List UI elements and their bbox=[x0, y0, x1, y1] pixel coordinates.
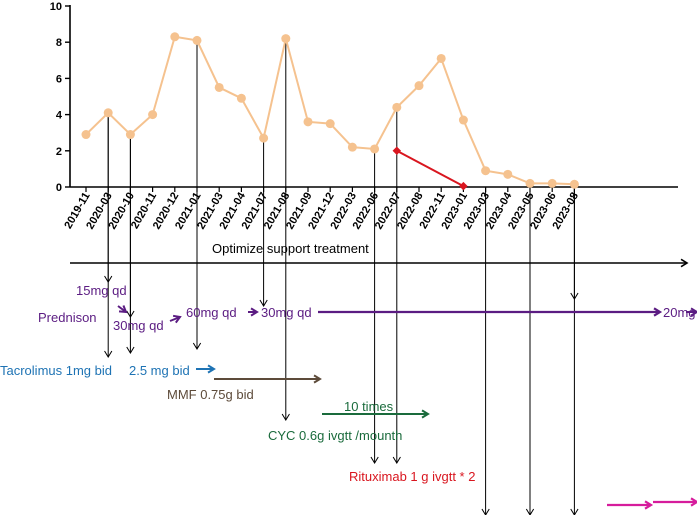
magenta-arrow-a bbox=[607, 500, 654, 510]
data-point bbox=[436, 53, 446, 63]
timeline-arrow-5-head bbox=[259, 299, 268, 307]
data-point bbox=[259, 133, 269, 143]
prednison-label: Prednison bbox=[38, 310, 97, 325]
cyc-arrow-head bbox=[421, 409, 430, 419]
data-point bbox=[192, 35, 202, 45]
support-label: Optimize support treatment bbox=[212, 241, 369, 256]
prednison-30mg-label-a: 30mg qd bbox=[113, 318, 164, 333]
cyc-arrow bbox=[322, 409, 430, 419]
cyc-label: CYC 0.6g ivgtt /mounth bbox=[268, 428, 402, 443]
data-point bbox=[347, 142, 357, 152]
timeline-arrow-8 bbox=[392, 107, 401, 464]
pred-end-arrow bbox=[686, 307, 697, 317]
magenta-arrow-b-head bbox=[690, 497, 697, 507]
data-point bbox=[370, 144, 380, 154]
cyc-times-label: 10 times bbox=[344, 399, 394, 414]
support-arrow-head bbox=[680, 258, 689, 268]
timeline-arrow-6 bbox=[281, 38, 290, 421]
series-path bbox=[85, 35, 575, 186]
data-point bbox=[392, 102, 402, 112]
timeline-arrow-1 bbox=[104, 112, 113, 358]
data-point bbox=[414, 81, 424, 91]
timeline-arrow-5 bbox=[259, 138, 268, 307]
data-point bbox=[325, 119, 335, 129]
pred-end-arrow-head bbox=[690, 307, 697, 317]
chart-axes: 02468102019-112020-032020-102020-112020-… bbox=[50, 1, 678, 231]
timeline-arrow-3 bbox=[126, 134, 135, 354]
timeline-arrow-7 bbox=[370, 148, 379, 464]
prednison-15mg-label: 15mg qd bbox=[76, 283, 127, 298]
data-point bbox=[148, 110, 158, 120]
timeline-arrow-12 bbox=[570, 187, 579, 515]
prednison-30mg-label-b: 30mg qd bbox=[261, 305, 312, 320]
pred-main-arrow-head bbox=[653, 307, 663, 317]
prednison-20mg-label: 20mg bbox=[663, 305, 696, 320]
data-point bbox=[303, 117, 313, 127]
red-marker bbox=[392, 146, 402, 156]
timeline-arrow-1-head bbox=[104, 350, 113, 358]
timeline-arrow-6-head bbox=[281, 413, 290, 421]
magenta-arrow-a-head bbox=[644, 500, 654, 510]
timeline-arrow-4-head bbox=[192, 342, 202, 350]
timeline-arrow-4 bbox=[192, 40, 202, 350]
magenta-arrow-b bbox=[653, 497, 697, 507]
timeline-arrow-12-head bbox=[570, 508, 579, 515]
timeline-arrow-10 bbox=[525, 187, 535, 515]
prednison-60mg-label: 60mg qd bbox=[186, 305, 237, 320]
data-point bbox=[103, 108, 113, 118]
pred-arrow-b bbox=[169, 314, 182, 324]
mmf-arrow bbox=[214, 374, 322, 384]
tacrolimus-2-5mg-label: 2.5 mg bid bbox=[129, 363, 190, 378]
pred-arrow-b-head bbox=[172, 314, 182, 324]
mmf-arrow-head bbox=[313, 374, 322, 384]
support-arrow bbox=[70, 258, 689, 268]
data-point bbox=[81, 130, 91, 140]
mmf-label: MMF 0.75g bid bbox=[167, 387, 254, 402]
tacrolimus-label: Tacrolimus 1mg bid bbox=[0, 363, 112, 378]
y-tick-label: 0 bbox=[56, 182, 62, 194]
timeline-arrow-9 bbox=[481, 187, 490, 515]
data-point bbox=[125, 130, 135, 140]
timeline-arrow-10-head bbox=[525, 508, 535, 515]
data-point bbox=[547, 178, 557, 188]
data-point bbox=[481, 166, 491, 176]
pred-main-arrow bbox=[318, 307, 663, 317]
timeline-arrow-9-head bbox=[481, 508, 490, 515]
data-point bbox=[214, 82, 224, 92]
data-point bbox=[236, 93, 246, 103]
timeline-arrow-7-head bbox=[370, 456, 379, 464]
treatment-timeline bbox=[70, 38, 697, 515]
y-tick-label: 10 bbox=[50, 1, 62, 13]
y-tick-label: 2 bbox=[56, 146, 62, 158]
data-point bbox=[170, 32, 180, 42]
y-tick-label: 8 bbox=[56, 37, 62, 49]
data-point bbox=[569, 179, 579, 189]
y-tick-label: 4 bbox=[56, 110, 63, 122]
tac-arrow-head bbox=[207, 364, 216, 374]
timeline-arrow-3-head bbox=[126, 346, 135, 354]
pred-arrow-a bbox=[117, 305, 128, 314]
pred-arrow-a-head bbox=[118, 305, 128, 314]
red-segment bbox=[396, 149, 464, 187]
data-point bbox=[503, 169, 513, 179]
series-line bbox=[81, 32, 579, 191]
red-marker bbox=[459, 181, 468, 191]
pred-arrow-c bbox=[248, 307, 259, 317]
pred-arrow-c-head bbox=[250, 307, 259, 317]
data-point bbox=[281, 34, 291, 44]
data-point bbox=[458, 115, 468, 125]
timeline-arrow-8-head bbox=[392, 456, 401, 464]
data-point bbox=[525, 178, 535, 188]
rituximab-label: Rituximab 1 g ivgtt * 2 bbox=[349, 469, 475, 484]
tac-arrow bbox=[196, 364, 216, 374]
y-tick-label: 6 bbox=[56, 73, 62, 85]
